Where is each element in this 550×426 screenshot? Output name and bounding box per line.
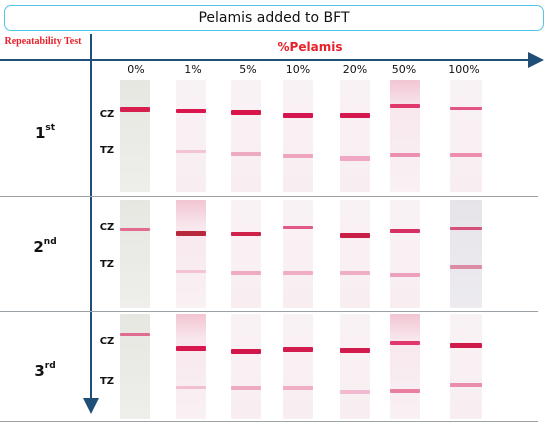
control-band: [120, 228, 150, 231]
strip-r1-5pct: [231, 80, 261, 192]
test-band: [283, 154, 313, 158]
control-band: [231, 232, 261, 236]
row-label-3rd: 3rd: [34, 361, 56, 380]
control-band: [283, 113, 313, 118]
tz-label-row3: TZ: [99, 376, 115, 387]
test-band: [176, 386, 206, 389]
test-band: [231, 271, 261, 275]
column-label-50pct: 50%: [391, 63, 417, 76]
control-band: [283, 226, 313, 229]
test-band: [340, 271, 370, 275]
control-band: [340, 348, 370, 353]
control-band: [176, 231, 206, 236]
cz-label-row3: CZ: [99, 336, 115, 347]
strip-r2-100pct: [450, 200, 482, 308]
control-band: [450, 227, 482, 230]
control-band: [283, 347, 313, 352]
test-band: [176, 270, 206, 273]
strip-r3-50pct: [390, 314, 420, 419]
column-label-5pct: 5%: [239, 63, 257, 76]
control-band: [120, 333, 150, 336]
control-band: [390, 341, 420, 345]
strip-r3-1pct: [176, 314, 206, 419]
strip-r2-20pct: [340, 200, 370, 308]
row-label-2nd: 2nd: [33, 237, 57, 256]
control-band: [390, 229, 420, 233]
strip-r1-100pct: [450, 80, 482, 192]
column-label-20pct: 20%: [342, 63, 368, 76]
repeatability-test-label: Repeatability Test: [4, 36, 82, 47]
strip-r2-5pct: [231, 200, 261, 308]
strip-r2-0pct: [120, 200, 150, 308]
row-divider-3: [0, 421, 538, 422]
strip-r3-10pct: [283, 314, 313, 419]
test-band: [231, 386, 261, 390]
column-label-0pct: 0%: [127, 63, 145, 76]
figure-title: Pelamis added to BFT: [4, 5, 544, 31]
test-band: [450, 383, 482, 387]
cz-label-row2: CZ: [99, 222, 115, 233]
test-band: [340, 390, 370, 394]
tz-label-row1: TZ: [99, 145, 115, 156]
test-band: [390, 273, 420, 277]
strip-r3-20pct: [340, 314, 370, 419]
column-label-100pct: 100%: [448, 63, 480, 76]
test-band: [390, 153, 420, 157]
control-band: [176, 346, 206, 351]
strip-r2-50pct: [390, 200, 420, 308]
test-band: [283, 386, 313, 390]
strip-r2-1pct: [176, 200, 206, 308]
control-band: [450, 107, 482, 110]
strip-r1-50pct: [390, 80, 420, 192]
test-band: [283, 271, 313, 275]
test-band: [340, 156, 370, 161]
strip-r1-10pct: [283, 80, 313, 192]
control-band: [231, 349, 261, 354]
row-divider-2: [0, 311, 538, 312]
control-band: [390, 104, 420, 108]
test-band: [176, 150, 206, 153]
strip-r3-100pct: [450, 314, 482, 419]
strip-r1-1pct: [176, 80, 206, 192]
cz-label-row1: CZ: [99, 109, 115, 120]
strip-r3-0pct: [120, 314, 150, 419]
column-label-10pct: 10%: [285, 63, 311, 76]
pelamis-axis-title: %Pelamis: [277, 40, 343, 54]
strip-r1-20pct: [340, 80, 370, 192]
control-band: [340, 113, 370, 118]
test-band: [450, 153, 482, 157]
strip-r2-10pct: [283, 200, 313, 308]
control-band: [340, 233, 370, 238]
tz-label-row2: TZ: [99, 259, 115, 270]
row-label-1st: 1st: [34, 123, 56, 142]
test-band: [450, 265, 482, 269]
strip-r3-5pct: [231, 314, 261, 419]
control-band: [450, 343, 482, 348]
control-band: [120, 107, 150, 112]
column-label-1pct: 1%: [184, 63, 202, 76]
control-band: [231, 110, 261, 115]
test-band: [390, 389, 420, 393]
control-band: [176, 109, 206, 113]
figure-title-text: Pelamis added to BFT: [198, 10, 350, 26]
row-divider-1: [0, 196, 538, 197]
strip-r1-0pct: [120, 80, 150, 192]
test-band: [231, 152, 261, 156]
